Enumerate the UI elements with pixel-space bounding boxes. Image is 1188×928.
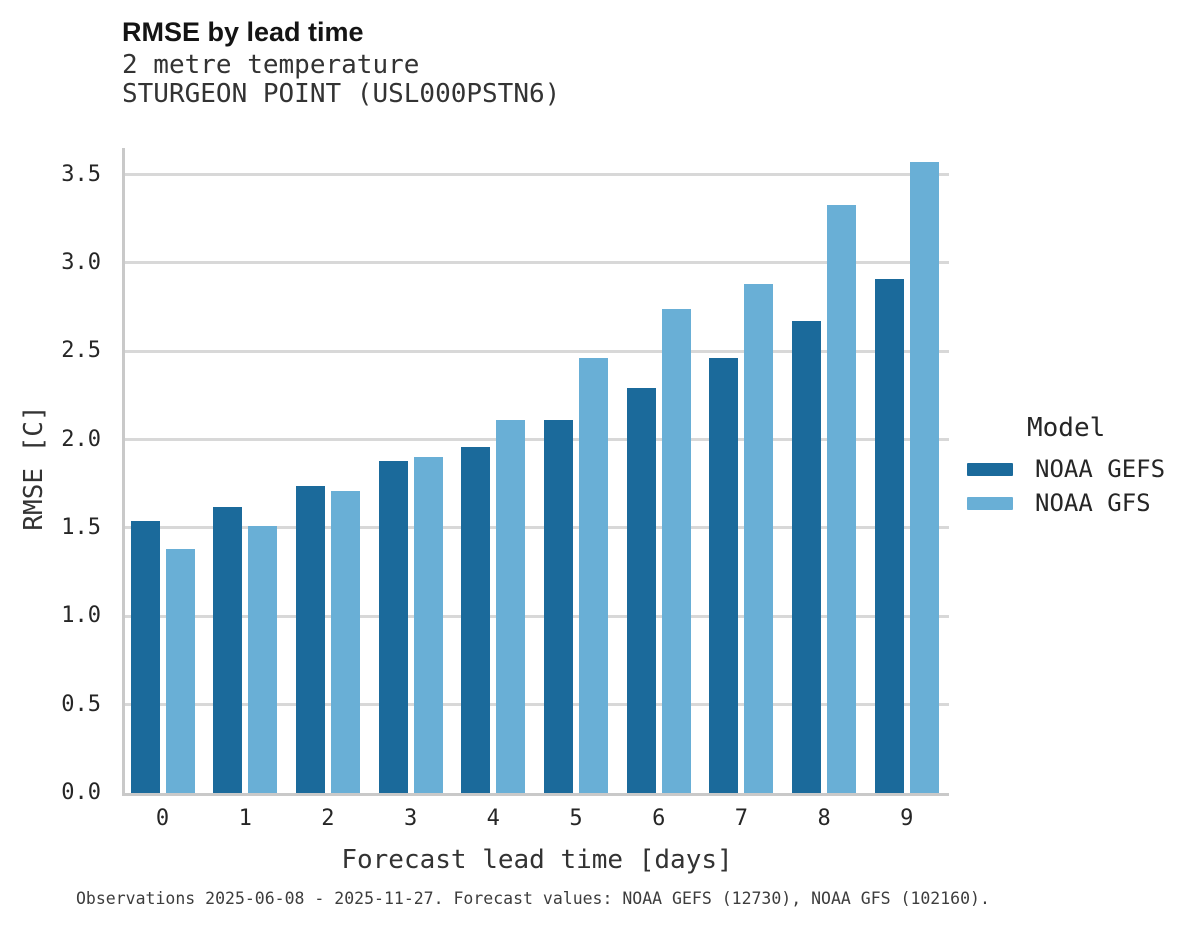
legend-entry-noaa-gfs: NOAA GFS (967, 486, 1187, 520)
y-tick-label-2.0: 2.0 (61, 426, 101, 452)
bar-noaa-gefs-day-1 (213, 506, 243, 793)
y-tick-label-3.5: 3.5 (61, 161, 101, 187)
x-tick-label-7: 7 (734, 806, 749, 831)
legend-entry-noaa-gefs: NOAA GEFS (967, 452, 1187, 486)
y-tick-label-3.0: 3.0 (61, 249, 101, 275)
legend-label: NOAA GFS (1035, 489, 1151, 517)
bar-noaa-gefs-day-2 (295, 485, 325, 793)
bar-noaa-gfs-day-3 (413, 457, 443, 793)
x-tick-label-4: 4 (486, 806, 500, 831)
bar-noaa-gfs-day-6 (661, 308, 691, 793)
x-tick-label-8: 8 (817, 806, 831, 831)
x-tick-label-6: 6 (652, 806, 666, 831)
x-axis-title: Forecast lead time [days] (341, 845, 733, 875)
bar-noaa-gefs-day-0 (130, 520, 160, 793)
bar-noaa-gfs-day-0 (165, 549, 195, 793)
gridline-y-2.0 (125, 438, 949, 442)
legend-swatch-icon (967, 496, 1013, 510)
plot-area (122, 148, 949, 796)
legend-swatch-icon (967, 462, 1013, 476)
x-tick-label-3: 3 (403, 806, 418, 831)
gridline-y-2.5 (125, 349, 949, 353)
legend-title: Model (1027, 413, 1106, 443)
bar-noaa-gefs-day-6 (626, 388, 656, 793)
bar-noaa-gfs-day-8 (827, 204, 857, 793)
bar-noaa-gefs-day-7 (709, 358, 739, 793)
x-tick-label-5: 5 (569, 806, 583, 831)
bar-noaa-gfs-day-9 (909, 162, 939, 793)
x-tick-label-0: 0 (155, 806, 170, 831)
chart-subtitle-station: STURGEON POINT (USL000PSTN6) (122, 79, 561, 109)
gridline-y-3.0 (125, 261, 949, 265)
bar-noaa-gfs-day-4 (496, 420, 526, 793)
caption: Observations 2025-06-08 - 2025-11-27. Fo… (76, 889, 990, 908)
bar-noaa-gefs-day-5 (544, 420, 573, 793)
bar-noaa-gfs-day-1 (248, 526, 278, 793)
bar-noaa-gefs-day-4 (461, 446, 491, 793)
y-tick-label-1.5: 1.5 (61, 514, 101, 540)
bar-noaa-gfs-day-5 (579, 358, 608, 793)
gridline-y-1.5 (125, 526, 949, 530)
legend-label: NOAA GEFS (1035, 455, 1166, 483)
legend: Model NOAA GEFS NOAA GFS (967, 413, 1187, 520)
gridline-y-1.0 (125, 614, 949, 618)
bar-noaa-gfs-day-7 (744, 284, 774, 793)
y-tick-label-1.0: 1.0 (61, 603, 101, 629)
y-axis-title: RMSE [C] (19, 405, 49, 531)
gridline-y-0.5 (125, 703, 949, 707)
y-tick-label-2.5: 2.5 (61, 338, 101, 364)
y-tick-label-0.0: 0.0 (61, 780, 101, 805)
y-tick-label-0.5: 0.5 (61, 691, 101, 717)
gridline-y-3.5 (125, 173, 949, 176)
x-tick-label-1: 1 (238, 806, 252, 831)
x-tick-label-2: 2 (321, 806, 335, 831)
bar-noaa-gefs-day-9 (874, 278, 904, 793)
chart-subtitle-variable: 2 metre temperature (122, 50, 420, 80)
bar-noaa-gefs-day-8 (792, 321, 822, 793)
x-tick-label-9: 9 (900, 806, 914, 831)
legend-entries: NOAA GEFS NOAA GFS (967, 452, 1187, 520)
page-title: RMSE by lead time (122, 17, 364, 47)
bar-noaa-gefs-day-3 (378, 460, 408, 793)
bar-noaa-gfs-day-2 (330, 490, 360, 793)
